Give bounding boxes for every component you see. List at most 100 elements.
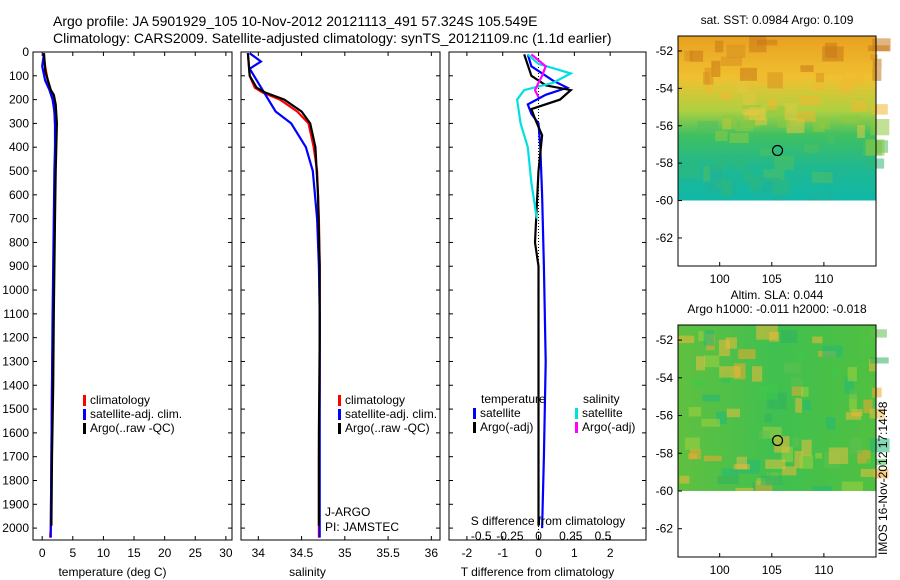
map-cell [720, 56, 743, 66]
map-nodata [678, 200, 876, 266]
map-cell [711, 60, 721, 77]
map-cell [872, 38, 891, 52]
x-tick-label: 34 [252, 546, 266, 560]
legend-header-salinity: salinity [583, 392, 620, 406]
map-cell [769, 331, 779, 342]
x2-axis-label: S difference from climatology [471, 514, 626, 528]
legend-label: satellite [582, 406, 623, 420]
map-cell [714, 154, 726, 171]
map-cell [815, 452, 822, 459]
map-title: sat. SST: 0.0984 Argo: 0.109 [701, 13, 854, 27]
map-cell [822, 345, 843, 357]
x-tick-label: 10 [97, 546, 111, 560]
map-cell [826, 191, 835, 202]
map-cell [726, 44, 746, 58]
legend-label: satellite [480, 406, 521, 420]
map-cell [792, 436, 800, 447]
x2-tick-label: -0.5 [471, 529, 492, 543]
map-cell [773, 191, 785, 204]
y-tick-label: 600 [9, 188, 29, 202]
map-y-tick-label: -56 [656, 409, 674, 423]
y-tick-label: 1800 [2, 473, 29, 487]
map-cell [799, 96, 820, 106]
y-tick-label: 300 [9, 116, 29, 130]
map-cell [855, 64, 864, 79]
map-cell [679, 163, 700, 179]
map-x-tick-label: 110 [814, 563, 833, 577]
x2-tick-label: 0.5 [595, 529, 612, 543]
map-cell [772, 179, 790, 195]
map-cell [762, 426, 782, 439]
argo-position-marker [771, 434, 784, 447]
legend-label: Argo(-adj) [480, 420, 533, 434]
map-cell [831, 366, 839, 376]
map-cell [822, 46, 844, 62]
x-tick-label: 35 [338, 546, 352, 560]
map-cell [849, 394, 857, 412]
map-cell [860, 468, 877, 477]
y-tick-label: 500 [9, 164, 29, 178]
map-cell [790, 377, 803, 388]
y-tick-label: 800 [9, 235, 29, 249]
map-cell [703, 330, 715, 346]
map-cell [760, 149, 774, 156]
legend-swatch [575, 422, 578, 433]
legend-label: satellite-adj. clim. [90, 407, 182, 421]
map-cell [799, 455, 813, 469]
map-cell [703, 355, 720, 368]
legend-header-temperature: temperature [481, 392, 546, 406]
map-cell [847, 367, 857, 382]
legend-swatch [473, 422, 476, 433]
map-cell [716, 411, 727, 425]
map-cell [869, 408, 885, 419]
map-cell [824, 59, 846, 75]
x-axis-label: T difference from climatology [461, 565, 615, 579]
legend-swatch [83, 423, 86, 434]
temperature-panel: 0100200300400500600700800900100011001200… [2, 45, 233, 579]
map-cell [803, 400, 811, 410]
legend-swatch [83, 395, 86, 406]
y-tick-label: 2000 [2, 521, 29, 535]
map-cell [841, 77, 864, 86]
map-cell [763, 169, 785, 181]
y-tick-label: 100 [9, 69, 29, 83]
x-tick-label: 1 [571, 546, 578, 560]
map-cell [871, 104, 888, 115]
map-cell [828, 447, 849, 464]
map-cell [759, 385, 778, 400]
map-cell [701, 418, 720, 427]
map-y-tick-label: -54 [656, 81, 674, 95]
timestamp-stamp: IMOS 16-Nov-2012 17:14:48 [876, 401, 890, 555]
map-cell [870, 54, 878, 60]
map-cell [734, 153, 748, 169]
map-cell [826, 417, 836, 430]
map-cell [725, 337, 737, 349]
map-cell [688, 407, 702, 417]
x-tick-label: 0 [535, 546, 542, 560]
map-cell [724, 154, 733, 164]
legend-label: climatology [345, 393, 405, 407]
map-cell [736, 81, 749, 94]
x2-tick-label: -0.25 [496, 529, 524, 543]
map-cell [851, 100, 868, 112]
difference-panel: -2 -1 0 1 2 T difference from climatology temp… [448, 51, 647, 579]
map-cell [870, 357, 889, 364]
y-tick-label: 200 [9, 93, 29, 107]
map-title: Altim. SLA: 0.044 [731, 288, 824, 302]
map-cell [684, 437, 700, 450]
map-cell [795, 398, 802, 413]
map-subtitle: Argo h1000: -0.011 h2000: -0.018 [687, 302, 867, 316]
map-cell [756, 39, 778, 46]
map-cell [780, 329, 798, 343]
map-cell [841, 481, 864, 492]
map-cell [752, 366, 763, 382]
map-cell [678, 335, 695, 343]
x-axis-label: temperature (deg C) [58, 565, 166, 579]
map-cell [764, 413, 772, 422]
map-cell [704, 67, 714, 85]
y-tick-label: 1100 [3, 307, 29, 321]
map-cell [767, 106, 786, 115]
map-cell [794, 451, 803, 468]
map-cell [698, 331, 706, 341]
